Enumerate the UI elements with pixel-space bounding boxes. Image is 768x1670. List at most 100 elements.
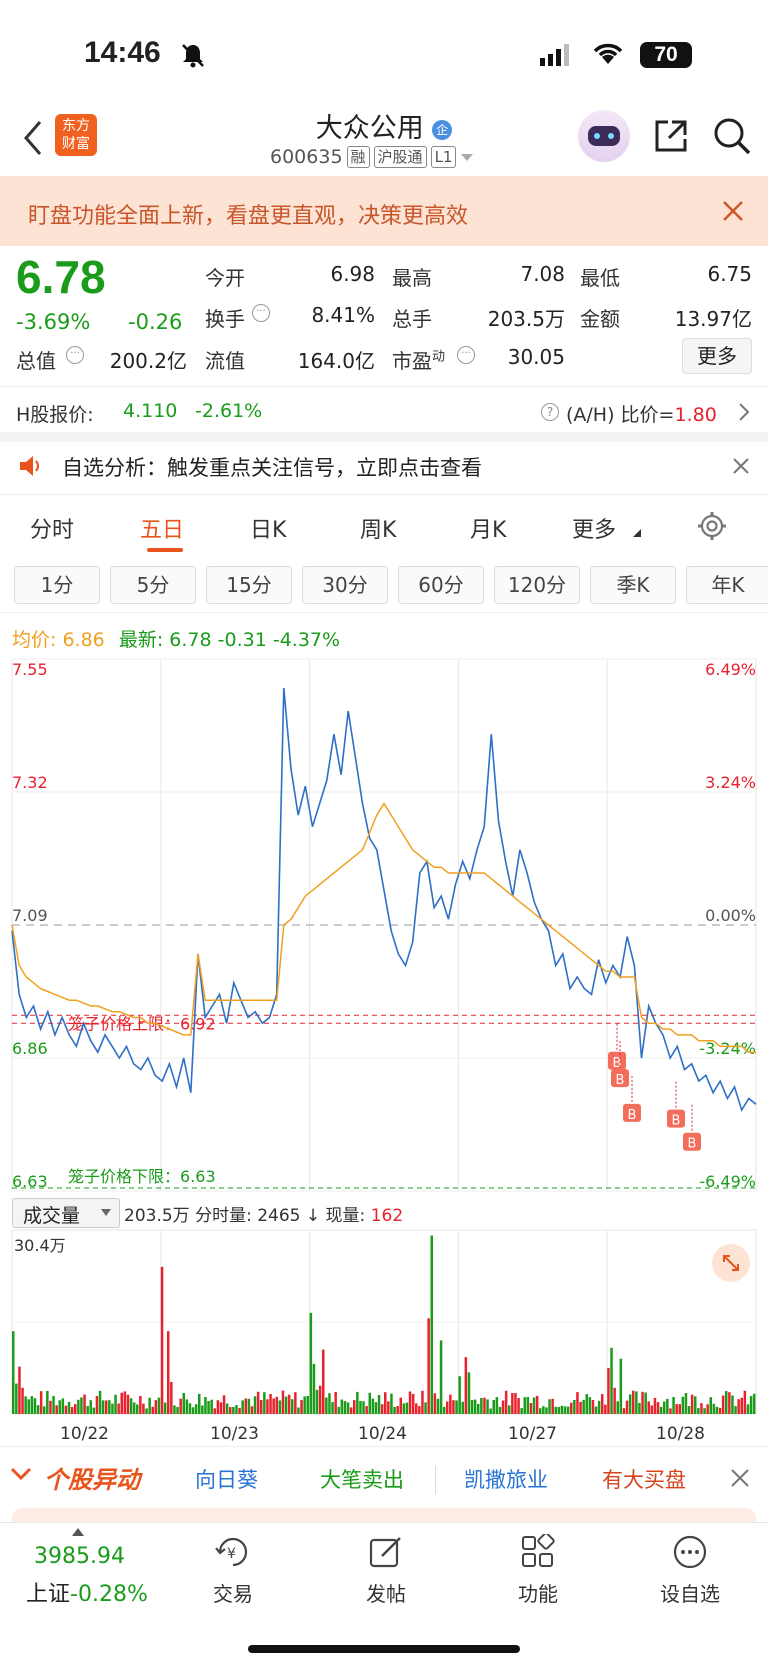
interval-1min[interactable]: 1分 bbox=[14, 566, 100, 604]
change-percent: -3.69% bbox=[16, 310, 91, 334]
tag-connect: 沪股通 bbox=[373, 146, 427, 168]
mover-item[interactable]: 有大买盘 bbox=[602, 1468, 686, 1492]
cellular-signal-icon bbox=[540, 44, 569, 66]
ah-ratio[interactable]: (A/H) 比价=1.80 bbox=[566, 404, 717, 426]
index-summary[interactable]: 上证-0.28% bbox=[26, 1582, 148, 1607]
nav-post[interactable]: 发帖 bbox=[366, 1582, 406, 1606]
tab-daily-k[interactable]: 日K bbox=[250, 518, 287, 543]
volume-bar bbox=[334, 1392, 337, 1414]
interval-quarter-k[interactable]: 季K bbox=[590, 566, 676, 604]
volume-bar bbox=[604, 1404, 607, 1414]
tab-more[interactable]: 更多 bbox=[572, 518, 617, 543]
robot-assistant-icon[interactable] bbox=[578, 110, 630, 162]
stock-code-row[interactable]: 600635 融 沪股通 L1 bbox=[270, 146, 474, 168]
close-icon[interactable] bbox=[730, 1468, 750, 1488]
trade-icon[interactable]: ¥ bbox=[214, 1534, 252, 1570]
label-volume: 总手 bbox=[392, 307, 432, 331]
y-tick-label-pct: 0.00% bbox=[705, 906, 756, 925]
settings-gear-icon[interactable] bbox=[697, 511, 727, 541]
volume-bar bbox=[703, 1408, 706, 1414]
chevron-down-icon[interactable] bbox=[10, 1466, 32, 1482]
volume-bar bbox=[545, 1407, 548, 1414]
tab-weekly-k[interactable]: 周K bbox=[360, 518, 397, 543]
movers-title[interactable]: 个股异动 bbox=[44, 1466, 140, 1494]
status-time: 14:46 bbox=[84, 36, 161, 69]
volume-bar bbox=[222, 1395, 226, 1414]
volume-bar bbox=[126, 1394, 130, 1414]
interval-30min[interactable]: 30分 bbox=[302, 566, 388, 604]
back-arrow-icon[interactable] bbox=[22, 118, 46, 158]
volume-bar bbox=[129, 1398, 133, 1414]
mover-item[interactable]: 大笔卖出 bbox=[320, 1468, 404, 1492]
interval-120min[interactable]: 120分 bbox=[494, 566, 580, 604]
announcement-banner[interactable] bbox=[0, 176, 768, 246]
close-icon[interactable] bbox=[722, 200, 744, 222]
mover-item[interactable]: 向日葵 bbox=[195, 1468, 258, 1492]
volume-bar bbox=[653, 1397, 657, 1414]
volume-bar bbox=[297, 1407, 300, 1414]
post-icon[interactable] bbox=[368, 1534, 404, 1570]
tag-level: L1 bbox=[430, 146, 457, 168]
interval-15min[interactable]: 15分 bbox=[206, 566, 292, 604]
help-icon[interactable]: ? bbox=[541, 403, 559, 421]
volume-bar bbox=[322, 1349, 325, 1414]
more-button[interactable]: 更多 bbox=[682, 338, 752, 374]
volume-bar bbox=[315, 1389, 319, 1414]
interval-60min[interactable]: 60分 bbox=[398, 566, 484, 604]
volume-bar bbox=[148, 1397, 151, 1414]
volume-bar bbox=[266, 1399, 269, 1414]
label-pe: 市盈动 bbox=[392, 349, 446, 373]
volume-bar bbox=[176, 1407, 179, 1414]
tab-five-day[interactable]: 五日 bbox=[140, 518, 185, 543]
search-icon[interactable] bbox=[712, 116, 752, 156]
h-share-label: H股报价: bbox=[16, 404, 94, 426]
nav-trade[interactable]: 交易 bbox=[213, 1582, 253, 1606]
mover-item[interactable]: 凯撒旅业 bbox=[464, 1468, 548, 1492]
current-price: 6.78 bbox=[16, 251, 106, 303]
info-icon[interactable]: ··· bbox=[66, 346, 84, 364]
price-chart[interactable]: 7.55 6.49% 7.32 3.24% 7.09 0.00% 6.86 -3.24% 6.6… bbox=[0, 655, 768, 1195]
volume-bar bbox=[619, 1358, 623, 1414]
volume-bar bbox=[421, 1390, 424, 1414]
nav-functions[interactable]: 功能 bbox=[518, 1582, 558, 1606]
volume-bar bbox=[678, 1404, 681, 1414]
nav-add-watchlist[interactable]: 设自选 bbox=[660, 1582, 720, 1606]
tab-intraday[interactable]: 分时 bbox=[30, 518, 75, 543]
info-icon[interactable]: ··· bbox=[457, 346, 475, 364]
enterprise-badge: 企 bbox=[432, 119, 453, 140]
buy-marker-label: B bbox=[628, 1108, 637, 1123]
upper-limit-label: 笼子价格上限：6.92 bbox=[68, 1014, 216, 1033]
volume-bar bbox=[287, 1394, 291, 1414]
volume-bar bbox=[436, 1398, 440, 1414]
interval-5min[interactable]: 5分 bbox=[110, 566, 196, 604]
expand-icon[interactable] bbox=[712, 1244, 750, 1282]
functions-grid-icon[interactable] bbox=[520, 1534, 556, 1570]
volume-bar bbox=[687, 1406, 691, 1414]
x-label: 10/22 bbox=[60, 1424, 109, 1444]
volume-bar bbox=[64, 1405, 68, 1414]
notice-text[interactable]: 自选分析：触发重点关注信号，立即点击查看 bbox=[62, 456, 482, 480]
share-icon[interactable] bbox=[652, 117, 690, 155]
volume-bar bbox=[458, 1376, 461, 1414]
interval-year-k[interactable]: 年K bbox=[686, 566, 768, 604]
volume-bar bbox=[300, 1399, 303, 1414]
info-icon[interactable]: ··· bbox=[252, 304, 270, 322]
volume-bar bbox=[36, 1405, 40, 1414]
add-watchlist-icon[interactable] bbox=[672, 1534, 708, 1570]
tab-monthly-k[interactable]: 月K bbox=[470, 518, 507, 543]
chevron-right-icon[interactable] bbox=[738, 402, 750, 422]
close-icon[interactable] bbox=[732, 457, 750, 475]
volume-bar bbox=[275, 1396, 278, 1414]
volume-bar bbox=[743, 1390, 747, 1414]
volume-selector[interactable]: 成交量 bbox=[12, 1198, 120, 1228]
volume-bar bbox=[632, 1390, 635, 1414]
volume-bar bbox=[672, 1397, 675, 1414]
volume-bar bbox=[706, 1404, 709, 1414]
value-pe: 30.05 bbox=[507, 345, 565, 369]
volume-bar bbox=[690, 1394, 694, 1414]
volume-stats: 203.5万 分时量: 2465 ↓ 现量: 162 bbox=[124, 1206, 404, 1226]
index-value[interactable]: 3985.94 bbox=[34, 1544, 125, 1569]
volume-bar bbox=[191, 1407, 195, 1414]
volume-bar bbox=[145, 1408, 148, 1414]
volume-bar bbox=[86, 1406, 89, 1414]
